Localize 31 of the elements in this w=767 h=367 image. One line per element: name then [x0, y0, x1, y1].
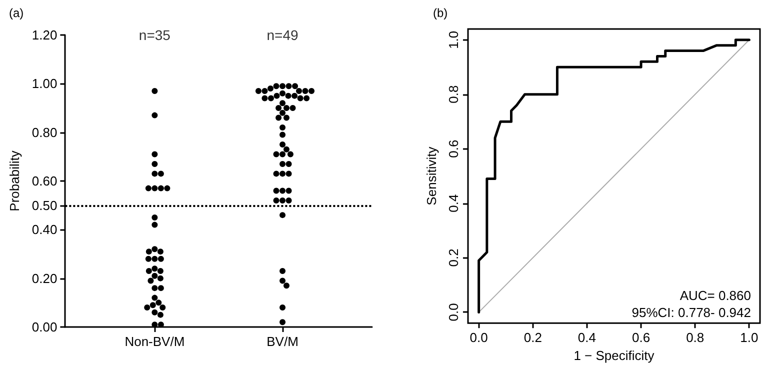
- x-tick-label: 0.4: [578, 330, 596, 346]
- annotation: AUC= 0.860: [680, 288, 752, 303]
- x-axis-title: 1 − Specificity: [574, 348, 655, 363]
- y-tick-label: 0.6: [446, 140, 461, 158]
- y-tick-label: 1.20: [32, 28, 58, 42]
- y-tick-label: 1.00: [32, 76, 58, 92]
- y-tick-label: 0.2: [446, 248, 461, 267]
- x-tick-label: Non-BV/M: [124, 334, 185, 349]
- y-axis-title: Probability: [7, 150, 22, 212]
- y-tick-label: 0.0: [446, 303, 461, 322]
- annotation: n=49: [266, 27, 298, 43]
- y-tick-label: 0.60: [32, 174, 58, 188]
- y-axis-title: Sensitivity: [424, 146, 439, 206]
- annotation: n=35: [138, 27, 171, 43]
- chart-title: (b): [433, 6, 448, 20]
- y-tick-label: 1.0: [446, 30, 461, 49]
- y-tick-label: 0.40: [32, 222, 58, 238]
- y-tick-label: 0.4: [446, 194, 461, 212]
- chart-title: (a): [9, 6, 24, 20]
- x-tick-label: 0.0: [470, 330, 488, 346]
- x-tick-label: 0.8: [686, 330, 704, 346]
- x-tick-label: 0.6: [632, 330, 650, 346]
- x-tick-label: BV/M: [266, 334, 298, 349]
- y-tick-label: 0.80: [32, 124, 58, 140]
- y-tick-label: 0.00: [32, 320, 58, 334]
- y-tick-label: 0.20: [32, 270, 58, 286]
- y-tick-label: 0.8: [446, 85, 461, 104]
- x-tick-label: 0.2: [524, 330, 542, 346]
- x-tick-label: 1.0: [740, 330, 758, 346]
- y-tick-label: 0.50: [32, 198, 58, 213]
- annotation: 95%CI: 0.778- 0.942: [632, 305, 752, 320]
